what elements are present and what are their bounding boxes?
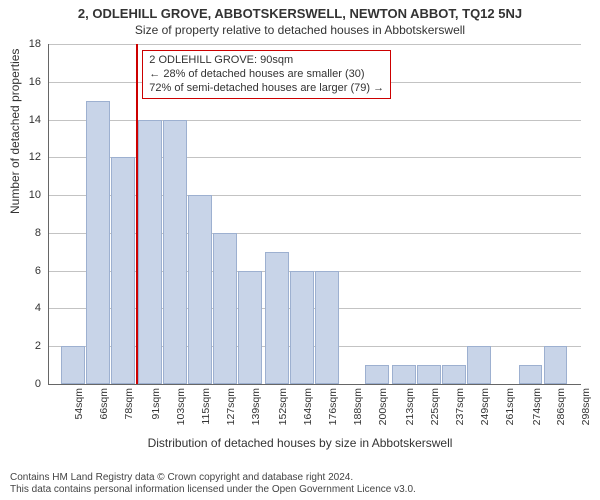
- histogram-bar: [163, 120, 187, 384]
- gridline: [49, 120, 581, 121]
- ytick-label: 12: [11, 151, 41, 163]
- info-box: 2 ODLEHILL GROVE: 90sqm← 28% of detached…: [142, 50, 391, 99]
- xtick-label: 261sqm: [504, 388, 516, 425]
- ytick-label: 6: [11, 265, 41, 277]
- xtick-label: 274sqm: [531, 388, 543, 425]
- histogram-bar: [315, 271, 339, 384]
- histogram-bar: [138, 120, 162, 384]
- ytick-label: 8: [11, 227, 41, 239]
- histogram-bar: [417, 365, 441, 384]
- xtick-label: 139sqm: [250, 388, 262, 425]
- page-subtitle: Size of property relative to detached ho…: [0, 21, 600, 37]
- ytick-label: 4: [11, 302, 41, 314]
- marker-line: [136, 44, 138, 384]
- page-title: 2, ODLEHILL GROVE, ABBOTSKERSWELL, NEWTO…: [0, 0, 600, 21]
- ytick-label: 14: [11, 114, 41, 126]
- histogram-bar: [213, 233, 237, 384]
- xtick-label: 66sqm: [98, 388, 110, 420]
- ytick-label: 16: [11, 76, 41, 88]
- info-line: ← 28% of detached houses are smaller (30…: [149, 68, 384, 82]
- xtick-label: 127sqm: [225, 388, 237, 425]
- xtick-label: 176sqm: [327, 388, 339, 425]
- histogram-bar: [188, 195, 212, 384]
- chart: 0246810121416182 ODLEHILL GROVE: 90sqm← …: [48, 44, 580, 384]
- xtick-label: 152sqm: [277, 388, 289, 425]
- xtick-label: 249sqm: [479, 388, 491, 425]
- histogram-bar: [442, 365, 466, 384]
- x-axis-label: Distribution of detached houses by size …: [0, 436, 600, 450]
- plot-area: 0246810121416182 ODLEHILL GROVE: 90sqm← …: [48, 44, 581, 385]
- histogram-bar: [365, 365, 389, 384]
- histogram-bar: [544, 346, 568, 384]
- histogram-bar: [61, 346, 85, 384]
- info-line: 2 ODLEHILL GROVE: 90sqm: [149, 54, 384, 68]
- footer-line1: Contains HM Land Registry data © Crown c…: [10, 472, 416, 484]
- xtick-label: 213sqm: [404, 388, 416, 425]
- ytick-label: 2: [11, 340, 41, 352]
- histogram-bar: [519, 365, 543, 384]
- xtick-label: 225sqm: [429, 388, 441, 425]
- xtick-label: 188sqm: [352, 388, 364, 425]
- xtick-label: 91sqm: [150, 388, 162, 420]
- histogram-bar: [111, 157, 135, 384]
- xtick-label: 78sqm: [123, 388, 135, 420]
- histogram-bar: [238, 271, 262, 384]
- xtick-label: 298sqm: [580, 388, 592, 425]
- xtick-label: 54sqm: [73, 388, 85, 420]
- histogram-bar: [290, 271, 314, 384]
- xtick-label: 115sqm: [200, 388, 212, 425]
- xtick-label: 200sqm: [377, 388, 389, 425]
- footer-attribution: Contains HM Land Registry data © Crown c…: [10, 472, 416, 496]
- histogram-bar: [265, 252, 289, 384]
- xtick-label: 103sqm: [175, 388, 187, 425]
- ytick-label: 10: [11, 189, 41, 201]
- xtick-label: 164sqm: [302, 388, 314, 425]
- footer-line2: This data contains personal information …: [10, 484, 416, 496]
- ytick-label: 18: [11, 38, 41, 50]
- info-line: 72% of semi-detached houses are larger (…: [149, 82, 384, 96]
- histogram-bar: [392, 365, 416, 384]
- histogram-bar: [467, 346, 491, 384]
- xtick-label: 237sqm: [454, 388, 466, 425]
- gridline: [49, 44, 581, 45]
- histogram-bar: [86, 101, 110, 384]
- ytick-label: 0: [11, 378, 41, 390]
- xtick-label: 286sqm: [555, 388, 567, 425]
